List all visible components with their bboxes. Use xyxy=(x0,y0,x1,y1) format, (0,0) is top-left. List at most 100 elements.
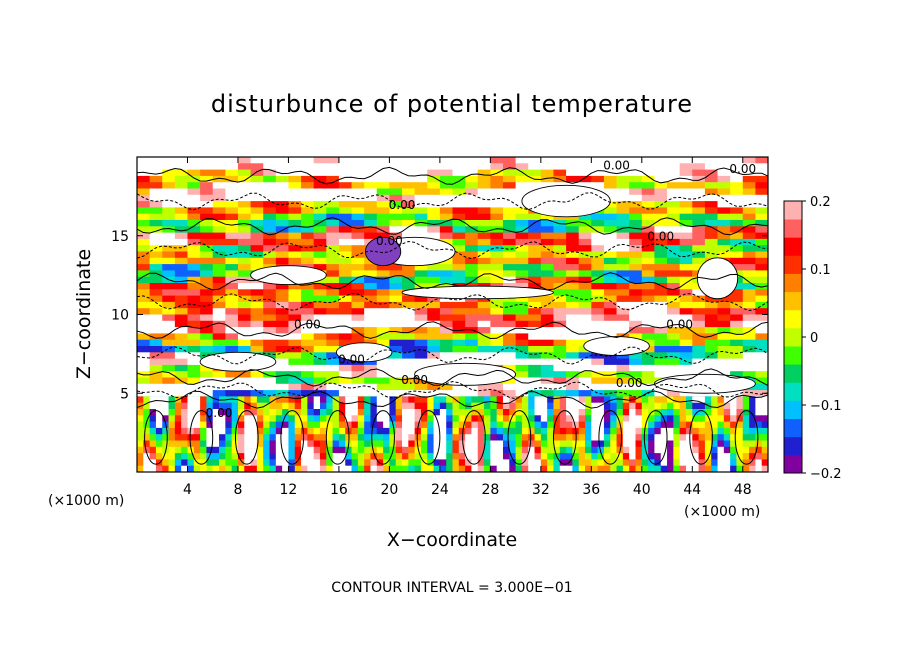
field-cell-2969 xyxy=(256,459,264,467)
field-cell-2057 xyxy=(181,402,189,410)
field-cell-3014 xyxy=(540,459,548,467)
field-cell-2345 xyxy=(736,415,744,423)
field-cell-3104 xyxy=(477,465,485,472)
field-cell-1010 xyxy=(263,283,277,290)
field-cell-3126 xyxy=(616,465,624,472)
field-cell-1615 xyxy=(326,358,340,366)
field-cell-1686 xyxy=(591,364,605,372)
field-cell-1370 xyxy=(389,327,403,334)
field-cell-2576 xyxy=(301,434,308,442)
field-cell-616 xyxy=(338,232,353,240)
field-cell-522 xyxy=(414,220,428,227)
field-cell-1034 xyxy=(566,283,580,290)
field-blob-0 xyxy=(521,184,611,218)
field-cell-143 xyxy=(679,169,693,177)
field-cell-2791 xyxy=(395,446,403,454)
field-cell-3070 xyxy=(263,465,271,472)
field-cell-67 xyxy=(351,163,365,171)
field-cell-93 xyxy=(679,163,693,171)
field-cell-853 xyxy=(174,264,189,271)
field-cell-480 xyxy=(515,213,529,221)
field-cell-43 xyxy=(679,157,693,164)
field-cell-216 xyxy=(338,182,353,190)
field-cell-3245 xyxy=(736,472,743,479)
field-cell-2544 xyxy=(730,427,738,435)
field-cell-3152 xyxy=(150,472,157,479)
field-cell-2165 xyxy=(231,409,239,416)
field-cell-1151 xyxy=(149,301,163,309)
field-cell-2714 xyxy=(540,440,548,448)
field-cell-2663 xyxy=(219,440,226,448)
field-cell-259 xyxy=(250,188,264,196)
field-cell-1021 xyxy=(402,283,416,290)
field-cell-2764 xyxy=(225,446,233,454)
field-cell-2908 xyxy=(502,453,510,460)
field-cell-2802 xyxy=(465,446,473,454)
field-cell-2958 xyxy=(187,459,195,467)
field-cell-2356 xyxy=(174,421,182,429)
field-cell-2482 xyxy=(338,427,346,435)
field-cell-1450 xyxy=(137,339,151,347)
field-cell-2847 xyxy=(749,446,756,454)
field-cell-1140 xyxy=(641,295,656,303)
field-cell-1213 xyxy=(301,308,315,316)
field-cell-2424 xyxy=(603,421,611,429)
field-cell-2371 xyxy=(269,421,277,429)
field-cell-2235 xyxy=(673,409,681,416)
field-cell-1447 xyxy=(730,333,744,341)
field-cell-1155 xyxy=(200,301,214,309)
field-cell-1084 xyxy=(566,289,580,297)
field-cell-2792 xyxy=(402,446,409,454)
x-tick-label-4: 20 xyxy=(380,482,398,498)
field-cell-2713 xyxy=(534,440,542,448)
field-cell-1527 xyxy=(477,346,491,353)
field-cell-3017 xyxy=(559,459,567,467)
field-cell-1882 xyxy=(540,390,555,397)
field-cell-267 xyxy=(351,188,365,196)
field-cell-2247 xyxy=(749,409,756,416)
field-cell-402 xyxy=(162,207,176,215)
field-cell-1058 xyxy=(237,289,252,297)
field-cell-2353 xyxy=(155,421,163,429)
field-cell-3200 xyxy=(453,472,460,479)
field-cell-138 xyxy=(616,169,630,177)
field-cell-1133 xyxy=(553,295,567,303)
field-cell-2320 xyxy=(578,415,586,423)
field-cell-634 xyxy=(566,232,580,240)
field-cell-936 xyxy=(591,270,605,278)
field-cell-117 xyxy=(351,169,365,177)
field-cell-1768 xyxy=(364,377,378,385)
field-cell-934 xyxy=(566,270,580,278)
field-cell-2745 xyxy=(736,440,744,448)
field-cell-2174 xyxy=(288,409,296,416)
field-cell-420 xyxy=(389,207,403,215)
field-cell-1102 xyxy=(162,295,176,303)
colorbar-cell-7 xyxy=(784,327,802,347)
field-cell-2439 xyxy=(698,421,706,429)
field-cell-599 xyxy=(755,226,768,234)
contour-line-4 xyxy=(137,272,768,291)
field-cell-1168 xyxy=(364,301,378,309)
field-cell-2867 xyxy=(244,453,252,460)
field-cell-2595 xyxy=(420,434,428,442)
field-cell-1212 xyxy=(288,308,302,316)
field-cell-2992 xyxy=(402,459,409,467)
field-cell-130 xyxy=(515,169,529,177)
field-cell-695 xyxy=(704,238,719,246)
field-cell-2495 xyxy=(420,427,428,435)
field-cell-2196 xyxy=(427,409,435,416)
field-cell-517 xyxy=(351,220,365,227)
field-cell-3049 xyxy=(761,459,768,467)
field-cell-312 xyxy=(288,194,302,202)
field-cell-2636 xyxy=(679,434,687,442)
x-tick-label-1: 8 xyxy=(233,482,242,498)
field-cell-1191 xyxy=(654,301,668,309)
field-cell-571 xyxy=(402,226,416,234)
field-cell-1243 xyxy=(679,308,693,316)
field-cell-1679 xyxy=(502,364,517,372)
field-cell-1563 xyxy=(301,352,315,360)
field-cell-1650 xyxy=(137,364,151,372)
field-cell-708 xyxy=(237,245,252,253)
field-cell-2285 xyxy=(357,415,365,423)
field-cell-207 xyxy=(225,182,239,190)
